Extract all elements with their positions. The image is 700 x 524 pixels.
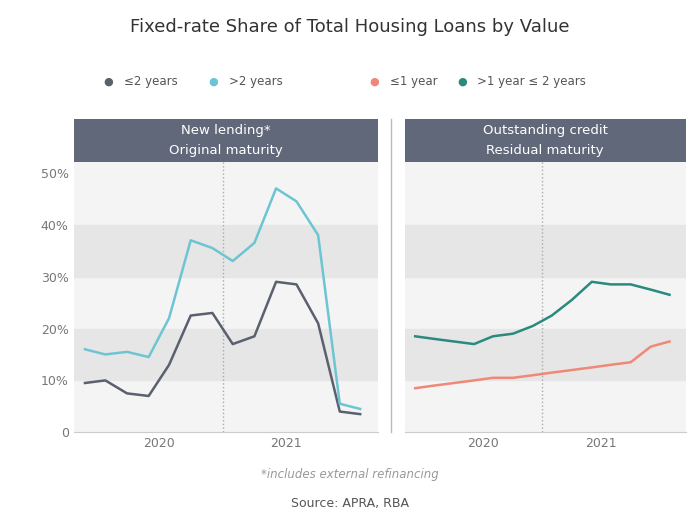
Text: Source: APRA, RBA: Source: APRA, RBA — [291, 497, 409, 509]
Bar — [405, 329, 686, 380]
Text: *includes external refinancing: *includes external refinancing — [261, 468, 439, 481]
Text: ≤1 year: ≤1 year — [390, 75, 438, 88]
Text: Residual maturity: Residual maturity — [486, 144, 604, 157]
Bar — [74, 225, 378, 277]
Text: ≤2 years: ≤2 years — [124, 75, 178, 88]
Text: Outstanding credit: Outstanding credit — [483, 124, 608, 137]
Text: ●: ● — [104, 76, 113, 86]
Text: New lending*: New lending* — [181, 124, 271, 137]
Bar — [405, 225, 686, 277]
Text: Original maturity: Original maturity — [169, 144, 283, 157]
Text: ●: ● — [457, 76, 467, 86]
Text: Fixed-rate Share of Total Housing Loans by Value: Fixed-rate Share of Total Housing Loans … — [130, 18, 570, 36]
Text: ●: ● — [209, 76, 218, 86]
Text: >2 years: >2 years — [229, 75, 283, 88]
Bar — [74, 329, 378, 380]
Text: >1 year ≤ 2 years: >1 year ≤ 2 years — [477, 75, 587, 88]
Text: ●: ● — [370, 76, 379, 86]
